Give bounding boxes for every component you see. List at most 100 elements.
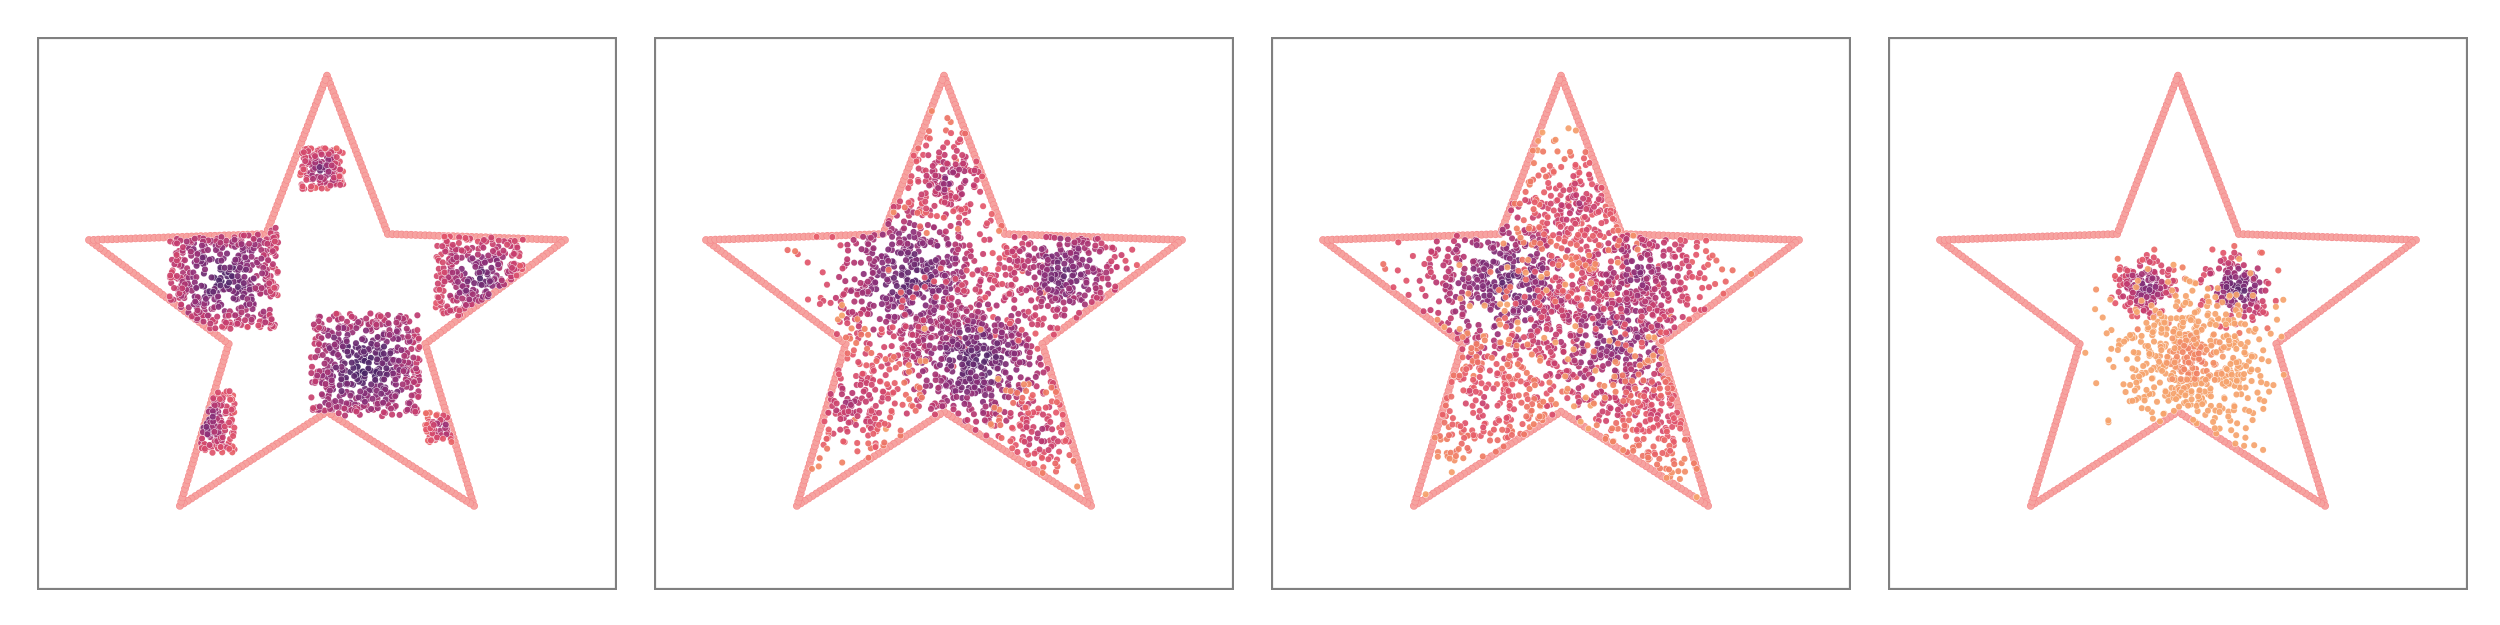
particle-point — [997, 434, 1006, 442]
particle-point — [1039, 368, 1048, 376]
particle-point — [961, 334, 969, 342]
particle-point — [954, 298, 962, 306]
particle-point — [216, 281, 224, 289]
particle-point — [964, 316, 972, 325]
particle-point — [1008, 424, 1016, 432]
particle-point — [221, 264, 229, 272]
particle-point — [880, 439, 888, 447]
particle-point — [1425, 255, 1433, 263]
particle-point — [979, 344, 988, 353]
particle-point — [343, 380, 351, 388]
particle-point — [958, 151, 966, 159]
particle-point — [338, 314, 346, 323]
particle-point — [974, 266, 982, 274]
particle-point — [930, 223, 938, 231]
particle-point — [961, 177, 969, 185]
particle-point — [1432, 278, 1440, 286]
particle-point — [462, 301, 470, 309]
particle-point — [981, 391, 989, 399]
particle-point — [979, 409, 987, 417]
particle-point — [898, 303, 906, 311]
particle-point — [870, 302, 878, 310]
particle-point — [910, 260, 919, 268]
particle-point — [1060, 260, 1068, 268]
particle-point — [455, 306, 463, 315]
particle-point — [1022, 286, 1030, 294]
particle-point — [922, 204, 930, 213]
particle-point — [887, 407, 896, 415]
particle-point — [478, 281, 486, 289]
particle-point — [476, 274, 484, 282]
particle-point — [1389, 283, 1397, 291]
particle-point — [941, 272, 949, 280]
particle-point — [859, 426, 867, 434]
particle-point — [358, 335, 366, 343]
particle-point — [1007, 387, 1015, 395]
particle-point — [332, 363, 340, 371]
particle-point — [272, 224, 280, 232]
particle-point — [875, 409, 883, 417]
particle-point — [508, 264, 516, 272]
particle-point — [1025, 360, 1034, 368]
particle-point — [954, 245, 962, 253]
particle-point — [942, 381, 950, 389]
particle-point — [841, 277, 849, 285]
particle-point — [489, 247, 497, 255]
particle-point — [840, 290, 848, 298]
particle-point — [878, 259, 886, 267]
particle-point — [888, 233, 896, 241]
scatter-plot-3 — [1271, 37, 1851, 590]
particle-point — [265, 279, 273, 287]
particle-point — [1075, 309, 1083, 317]
particle-point — [896, 197, 904, 205]
particle-point — [1004, 341, 1012, 349]
particle-point — [166, 271, 174, 280]
particle-point — [871, 414, 879, 423]
particle-point — [913, 209, 921, 217]
particle-point — [878, 325, 886, 333]
particle-point — [966, 375, 974, 383]
particle-point — [977, 363, 985, 371]
particle-point — [892, 364, 900, 372]
particle-point — [187, 248, 195, 256]
particle-point — [979, 250, 987, 258]
particle-point — [835, 273, 843, 281]
particle-point — [261, 318, 269, 326]
particle-point — [516, 262, 524, 270]
particle-point — [214, 388, 222, 396]
particle-point — [1006, 437, 1015, 445]
particle-point — [815, 462, 823, 470]
particle-point — [231, 311, 239, 319]
particle-point — [209, 394, 217, 402]
particle-point — [374, 333, 382, 341]
particle-point — [1435, 297, 1443, 305]
particle-point — [902, 256, 910, 264]
particle-point — [1097, 239, 1106, 247]
particle-point — [201, 265, 209, 273]
particle-point — [904, 268, 912, 277]
particle-point — [241, 316, 249, 324]
particle-point — [1092, 284, 1100, 292]
particle-point — [871, 443, 879, 451]
particle-point — [1514, 214, 1522, 222]
particle-point — [198, 435, 206, 443]
particle-point — [1052, 388, 1060, 396]
particle-point — [910, 152, 918, 160]
particle-point — [858, 245, 866, 253]
particle-point — [1008, 332, 1016, 340]
particle-point — [855, 322, 863, 330]
particle-point — [230, 424, 238, 432]
particle-point — [882, 318, 890, 326]
particle-point — [972, 373, 980, 381]
particle-point — [904, 249, 912, 257]
particle-point — [336, 381, 344, 389]
particle-point — [1020, 438, 1029, 446]
particle-point — [1016, 358, 1024, 366]
particle-point — [1084, 240, 1092, 248]
particle-point — [847, 401, 855, 409]
particle-point — [897, 288, 905, 296]
particle-point — [976, 230, 984, 238]
particle-point — [956, 135, 964, 143]
particle-point — [934, 184, 942, 192]
particle-point — [955, 233, 963, 241]
